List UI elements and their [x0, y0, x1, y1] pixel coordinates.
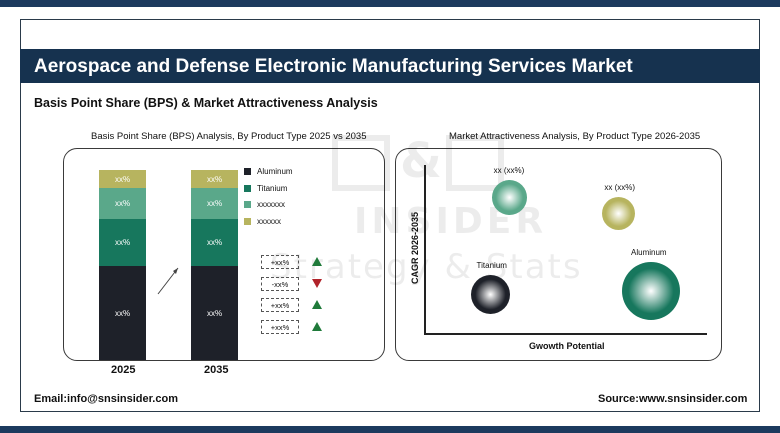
- legend-swatch: [244, 201, 251, 208]
- bar-segment-xxxxxxx-2025: xx%: [99, 188, 146, 219]
- bubble-1: [601, 196, 636, 231]
- bar-segment-titanium-2025: xx%: [99, 219, 146, 266]
- change-value-1: -xx%: [261, 277, 299, 291]
- attractiveness-chart-panel: [395, 148, 722, 361]
- legend-label: Aluminum: [257, 167, 293, 176]
- footer-email: Email:info@snsinsider.com: [34, 393, 178, 405]
- page-title: Aerospace and Defense Electronic Manufac…: [34, 56, 633, 77]
- bubble-label-3: Aluminum: [631, 248, 667, 258]
- bubble-label-0: xx (xx%): [493, 165, 525, 175]
- x-axis: [424, 333, 707, 335]
- arrow-up-icon: [312, 257, 322, 266]
- page-subtitle: Basis Point Share (BPS) & Market Attract…: [34, 96, 378, 110]
- change-value-0: +xx%: [261, 255, 299, 269]
- legend-label: xxxxxx: [257, 217, 281, 226]
- legend-label: Titanium: [257, 184, 288, 193]
- y-axis-title: CAGR 2026-2035: [410, 211, 420, 285]
- arrow-up-icon: [312, 300, 322, 309]
- arrow-down-icon: [312, 279, 322, 288]
- x-axis-title: Gwowth Potential: [529, 341, 605, 351]
- bubble-label-2: Titanium: [476, 260, 507, 270]
- attractiveness-chart-title: Market Attractiveness Analysis, By Produ…: [449, 131, 701, 142]
- title-bar: [20, 49, 760, 83]
- legend-swatch: [244, 218, 251, 225]
- bubble-label-1: xx (xx%): [604, 182, 636, 192]
- bar-2035: xx% xx% xx% xx%: [191, 165, 238, 360]
- footer-source: Source:www.snsinsider.com: [598, 393, 748, 405]
- legend-label: xxxxxxx: [257, 200, 285, 209]
- bar-segment-xxxxxxx-2035: xx%: [191, 188, 238, 219]
- bar-2025: xx% xx% xx% xx%: [99, 165, 146, 360]
- bar-segment-titanium-2035: xx%: [191, 219, 238, 266]
- bubble-2: [470, 274, 511, 315]
- bar-segment-xxxxxx-2025: xx%: [99, 170, 146, 188]
- bar-segment-aluminum-2035: xx%: [191, 266, 238, 360]
- bubble-0: [492, 179, 527, 215]
- bps-chart-title: Basis Point Share (BPS) Analysis, By Pro…: [91, 131, 367, 142]
- y-axis: [424, 165, 426, 334]
- change-value-2: +xx%: [261, 298, 299, 312]
- x-tick-label-2025: 2025: [111, 364, 136, 376]
- change-value-3: +xx%: [261, 320, 299, 334]
- x-tick-label-2035: 2035: [204, 364, 229, 376]
- bubble-3: [622, 262, 681, 321]
- bar-segment-xxxxxx-2035: xx%: [191, 170, 238, 188]
- bottom-stripe: [0, 426, 780, 433]
- arrow-up-icon: [312, 322, 322, 331]
- bar-segment-aluminum-2025: xx%: [99, 266, 146, 360]
- legend-swatch: [244, 185, 251, 192]
- trend-line-icon: [157, 267, 179, 295]
- legend-swatch: [244, 168, 251, 175]
- top-stripe: [0, 0, 780, 7]
